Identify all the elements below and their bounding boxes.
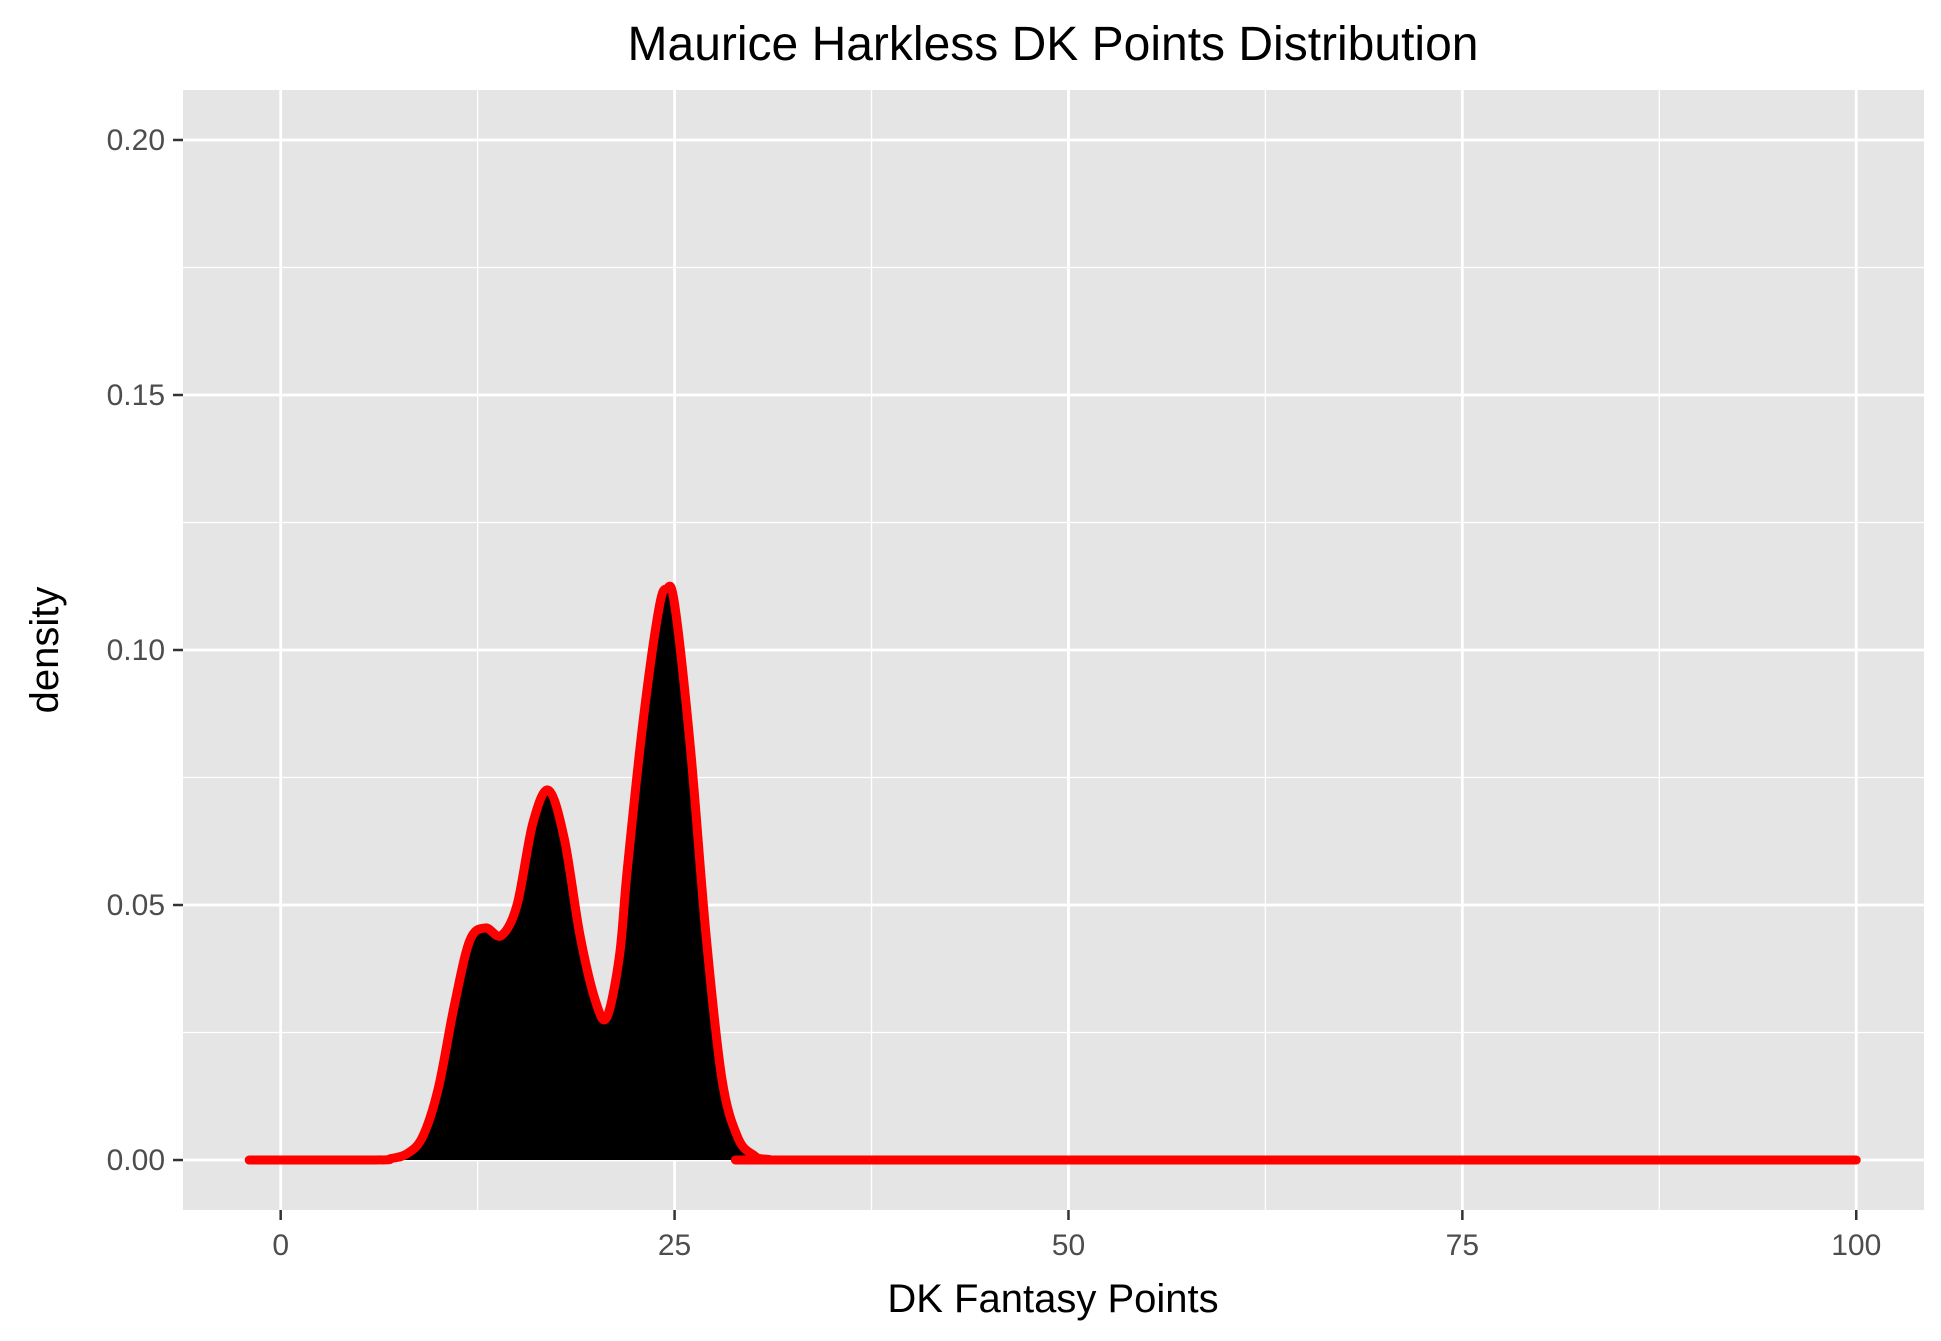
density-area <box>249 586 1857 1161</box>
y-tick-label: 0.00 <box>107 1144 165 1177</box>
y-tick-label: 0.15 <box>107 379 165 412</box>
x-tick-label: 0 <box>272 1229 289 1262</box>
y-tick-label: 0.05 <box>107 889 165 922</box>
grid-major <box>183 90 1924 1210</box>
y-axis-ticks: 0.00 0.05 0.10 0.15 0.20 <box>107 124 183 1177</box>
y-tick-label: 0.20 <box>107 124 165 157</box>
density-line <box>244 581 1861 1165</box>
x-axis-ticks: 0 25 50 75 100 <box>272 1210 1881 1262</box>
x-tick-label: 75 <box>1446 1229 1479 1262</box>
y-axis-title: density <box>23 587 67 714</box>
x-tick-label: 25 <box>658 1229 691 1262</box>
chart-title: Maurice Harkless DK Points Distribution <box>628 18 1479 71</box>
x-tick-label: 50 <box>1052 1229 1085 1262</box>
x-axis-title: DK Fantasy Points <box>887 1277 1218 1321</box>
y-tick-label: 0.10 <box>107 634 165 667</box>
x-tick-label: 100 <box>1831 1229 1881 1262</box>
